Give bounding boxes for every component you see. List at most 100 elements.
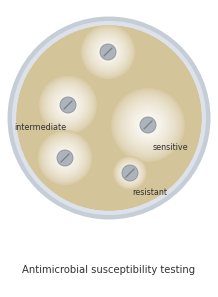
Circle shape [119,162,141,184]
Circle shape [46,139,84,177]
Circle shape [122,165,138,181]
Circle shape [61,154,68,162]
Circle shape [86,30,130,74]
Circle shape [128,171,132,175]
Circle shape [50,143,80,173]
Circle shape [117,160,143,186]
Circle shape [105,49,111,55]
Circle shape [117,94,179,156]
Circle shape [53,146,77,170]
Circle shape [102,46,114,58]
Circle shape [104,48,112,56]
Text: resistant: resistant [133,188,167,197]
Circle shape [56,93,80,117]
Circle shape [142,119,154,131]
Circle shape [116,93,180,157]
Circle shape [83,27,133,77]
Circle shape [145,122,151,128]
Circle shape [80,24,136,80]
Circle shape [120,163,140,183]
Circle shape [118,95,178,155]
Circle shape [127,170,133,176]
Circle shape [57,150,73,166]
Circle shape [38,131,92,185]
Circle shape [113,90,183,160]
Circle shape [57,150,73,166]
Circle shape [48,85,88,125]
Circle shape [126,169,134,177]
Circle shape [50,87,86,123]
Circle shape [123,100,173,150]
Circle shape [100,44,116,60]
Circle shape [100,44,116,60]
Circle shape [126,169,134,177]
Circle shape [95,40,121,65]
Circle shape [122,165,138,181]
Circle shape [121,164,139,182]
Circle shape [123,166,137,180]
Circle shape [129,106,167,144]
Circle shape [59,152,71,164]
Circle shape [121,165,138,181]
Circle shape [113,157,146,189]
Circle shape [38,75,98,135]
Circle shape [125,168,135,178]
Circle shape [125,102,171,148]
Circle shape [90,34,126,70]
Circle shape [95,39,121,65]
Circle shape [46,83,90,127]
Circle shape [135,112,161,138]
Circle shape [123,166,137,180]
Circle shape [136,113,160,137]
Circle shape [144,121,152,129]
Circle shape [39,77,97,133]
Circle shape [129,172,131,174]
Circle shape [49,142,81,174]
Circle shape [45,82,91,128]
Circle shape [116,159,145,187]
Circle shape [114,91,182,159]
Circle shape [113,156,147,190]
Circle shape [62,99,74,111]
Circle shape [66,103,70,107]
Circle shape [119,162,141,184]
Circle shape [100,44,116,60]
Circle shape [54,147,76,169]
Circle shape [119,97,177,154]
Circle shape [48,86,87,124]
Circle shape [98,42,118,62]
Circle shape [97,42,119,62]
Circle shape [57,150,73,166]
Circle shape [118,161,142,185]
Circle shape [128,171,132,175]
Circle shape [45,138,85,178]
Circle shape [101,45,115,59]
Circle shape [82,26,134,78]
Circle shape [132,109,164,141]
Circle shape [130,107,166,143]
Circle shape [102,46,114,58]
Circle shape [39,76,97,134]
Circle shape [134,111,162,139]
Circle shape [138,115,158,135]
Circle shape [37,130,93,186]
Circle shape [81,26,135,79]
Circle shape [40,133,90,183]
Circle shape [64,157,66,159]
Circle shape [66,103,70,107]
Circle shape [114,157,146,189]
Circle shape [63,156,67,160]
Circle shape [107,50,109,53]
Circle shape [140,117,156,132]
Circle shape [97,41,119,63]
Circle shape [64,157,66,159]
Circle shape [91,35,125,69]
Circle shape [118,161,142,185]
Circle shape [45,138,85,178]
Circle shape [63,100,73,110]
Circle shape [119,96,177,154]
Circle shape [65,102,71,108]
Circle shape [43,80,93,130]
Circle shape [140,117,156,133]
Circle shape [60,153,70,163]
